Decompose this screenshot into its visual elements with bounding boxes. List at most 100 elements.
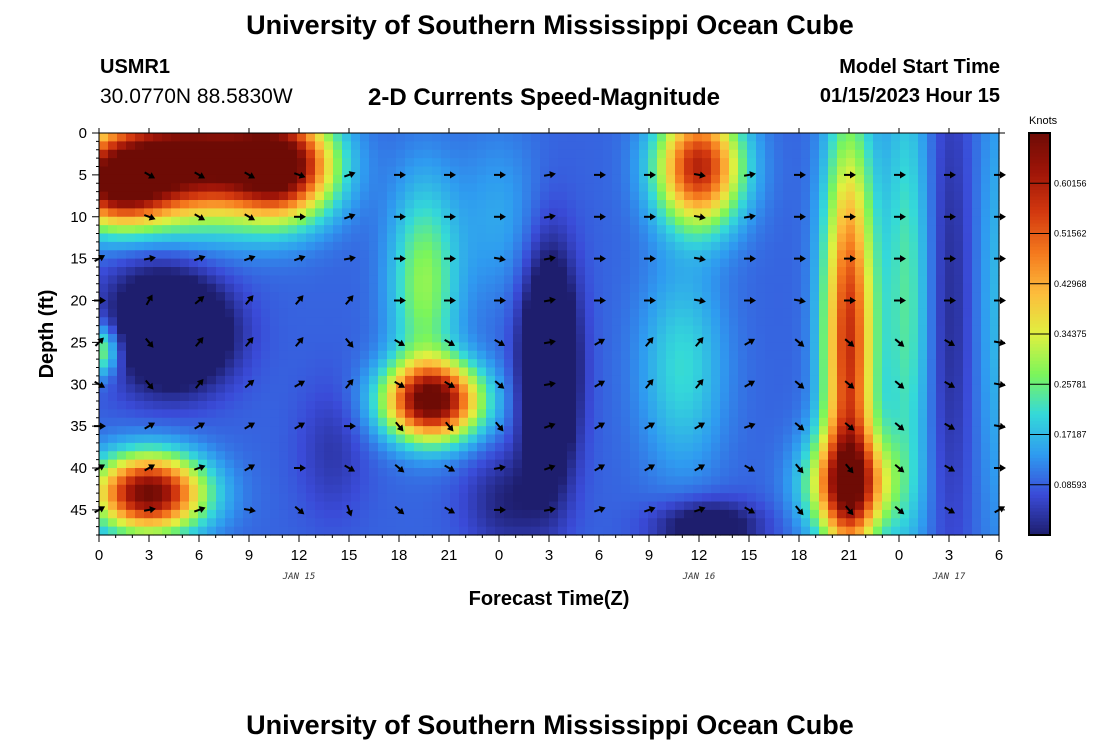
heatmap-cell [396, 342, 406, 352]
heatmap-cell [702, 359, 712, 369]
heatmap-cell [900, 158, 910, 168]
heatmap-cell [387, 342, 397, 352]
heatmap-cell [927, 300, 937, 310]
heatmap-cell [405, 434, 415, 444]
heatmap-cell [918, 149, 928, 159]
heatmap-cell [441, 359, 451, 369]
heatmap-cell [450, 174, 460, 184]
heatmap-cell [720, 208, 730, 218]
heatmap-cell [414, 342, 424, 352]
heatmap-cell [864, 308, 874, 318]
heatmap-cell [135, 493, 145, 503]
heatmap-cell [522, 267, 532, 276]
heatmap-cell [558, 334, 568, 343]
heatmap-cell [639, 241, 649, 251]
heatmap-cell [162, 275, 172, 285]
heatmap-cell [648, 325, 658, 335]
heatmap-cell [549, 258, 559, 268]
heatmap-cell [297, 233, 307, 243]
heatmap-cell [612, 225, 622, 235]
heatmap-cell [882, 509, 892, 519]
heatmap-cell [585, 141, 595, 151]
heatmap-cell [495, 493, 505, 503]
heatmap-cell [936, 476, 946, 486]
heatmap-cell [270, 233, 280, 243]
heatmap-cell [468, 334, 478, 343]
heatmap-cell [198, 451, 208, 461]
heatmap-cell [864, 174, 874, 184]
heatmap-cell [918, 250, 928, 260]
heatmap-cell [675, 459, 685, 469]
heatmap-cell [882, 342, 892, 352]
heatmap-cell [819, 325, 829, 335]
heatmap-cell [513, 476, 523, 486]
heatmap-cell [927, 409, 937, 419]
heatmap-cell [513, 509, 523, 519]
heatmap-cell [117, 308, 127, 318]
heatmap-cell [711, 183, 721, 193]
heatmap-cell [747, 191, 757, 201]
arrow-head [549, 171, 556, 179]
heatmap-cell [576, 350, 586, 360]
heatmap-cell [837, 459, 847, 469]
heatmap-cell [180, 200, 190, 209]
heatmap-cell [702, 518, 712, 528]
heatmap-cell [558, 384, 568, 394]
heatmap-cell [522, 426, 532, 436]
heatmap-cell [819, 417, 829, 427]
heatmap-cell [891, 258, 901, 268]
heatmap-cell [270, 216, 280, 226]
heatmap-cell [378, 149, 388, 159]
heatmap-cell [603, 250, 613, 260]
current-vector-arrow [594, 213, 606, 221]
heatmap-cell [945, 468, 955, 477]
heatmap-cell [225, 267, 235, 276]
heatmap-cell [324, 292, 334, 302]
heatmap-cell [909, 409, 919, 419]
heatmap-cell [279, 275, 289, 285]
heatmap-cell [234, 359, 244, 369]
heatmap-cell [648, 241, 658, 251]
heatmap-cell [882, 375, 892, 385]
heatmap-cell [846, 426, 856, 436]
heatmap-cell [900, 325, 910, 335]
heatmap-cell [693, 367, 703, 377]
heatmap-cell [855, 216, 865, 226]
heatmap-cell [468, 451, 478, 461]
heatmap-cell [243, 442, 253, 452]
heatmap-cell [207, 166, 217, 176]
heatmap-cell [207, 325, 217, 335]
heatmap-cell [603, 501, 613, 511]
heatmap-cell [792, 518, 802, 528]
heatmap-cell [288, 174, 298, 184]
heatmap-cell [873, 367, 883, 377]
heatmap-cell [315, 174, 325, 184]
heatmap-cell [423, 267, 433, 276]
heatmap-cell [342, 350, 352, 360]
heatmap-cell [963, 300, 973, 310]
heatmap-cell [945, 384, 955, 394]
heatmap-cell [747, 484, 757, 494]
heatmap-cell [648, 158, 658, 168]
heatmap-cell [387, 317, 397, 327]
heatmap-cell [324, 317, 334, 327]
heatmap-cell [603, 434, 613, 444]
heatmap-cell [405, 375, 415, 385]
heatmap-cell [828, 334, 838, 343]
heatmap-cell [531, 216, 541, 226]
heatmap-cell [837, 526, 847, 536]
heatmap-cell [126, 158, 136, 168]
heatmap-cell [378, 526, 388, 536]
heatmap-cell [666, 250, 676, 260]
heatmap-cell [477, 225, 487, 235]
heatmap-cell [270, 392, 280, 402]
heatmap-cell [729, 342, 739, 352]
heatmap-cell [621, 426, 631, 436]
heatmap-cell [792, 526, 802, 536]
heatmap-cell [189, 258, 199, 268]
heatmap-cell [774, 317, 784, 327]
heatmap-cell [477, 493, 487, 503]
heatmap-cell [603, 426, 613, 436]
heatmap-cell [216, 468, 226, 477]
heatmap-cell [477, 392, 487, 402]
